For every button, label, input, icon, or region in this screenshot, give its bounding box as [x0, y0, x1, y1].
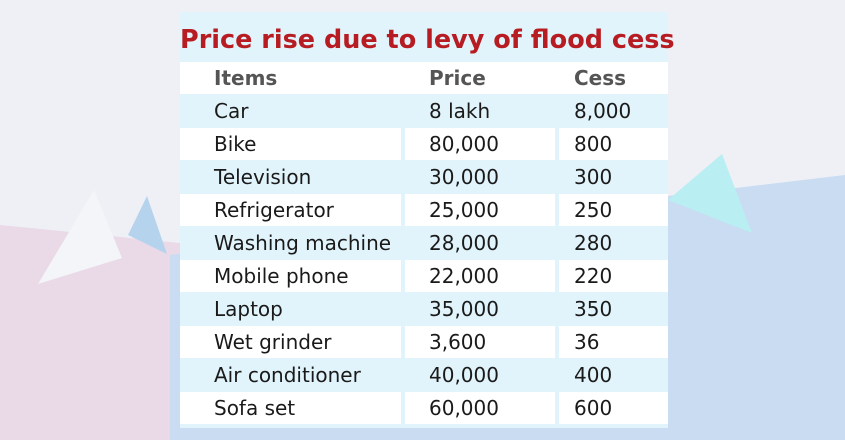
- cess-cell: 250: [574, 198, 613, 222]
- item-cell: Bike: [214, 132, 257, 156]
- price-cell: 28,000: [429, 231, 499, 255]
- white-triangle-decoration: [38, 190, 122, 284]
- item-cell: Laptop: [214, 297, 283, 321]
- column-header-items: Items: [214, 66, 278, 90]
- table-row: Laptop 35,000 350: [180, 293, 668, 325]
- price-cell: 8 lakh: [429, 99, 491, 123]
- table-row: Mobile phone 22,000 220: [180, 260, 668, 292]
- item-cell: Sofa set: [214, 396, 296, 420]
- table-row: Car 8 lakh 8,000: [180, 95, 668, 127]
- table-row: Refrigerator 25,000 250: [180, 194, 668, 226]
- cess-cell: 220: [574, 264, 613, 288]
- price-cell: 35,000: [429, 297, 499, 321]
- column-header-price: Price: [429, 66, 486, 90]
- table-header-row: Items Price Cess: [180, 62, 668, 94]
- cyan-triangle-decoration: [668, 154, 752, 233]
- blue-triangle-decoration: [128, 196, 167, 254]
- item-cell: Refrigerator: [214, 198, 334, 222]
- price-cell: 22,000: [429, 264, 499, 288]
- table-row: Bike 80,000 800: [180, 128, 668, 160]
- price-cell: 25,000: [429, 198, 499, 222]
- price-cell: 60,000: [429, 396, 499, 420]
- item-cell: Car: [214, 99, 249, 123]
- cess-table: Price rise due to levy of flood cess Ite…: [180, 12, 675, 428]
- item-cell: Television: [214, 165, 312, 189]
- cess-cell: 400: [574, 363, 613, 387]
- table-row: Television 30,000 300: [180, 161, 668, 193]
- price-cell: 80,000: [429, 132, 499, 156]
- price-cell: 30,000: [429, 165, 499, 189]
- cess-cell: 8,000: [574, 99, 632, 123]
- table-row: Wet grinder 3,600 36: [180, 326, 668, 358]
- cess-cell: 600: [574, 396, 613, 420]
- item-cell: Air conditioner: [214, 363, 361, 387]
- cess-cell: 800: [574, 132, 613, 156]
- table-row: Sofa set 60,000 600: [180, 392, 668, 424]
- cess-cell: 350: [574, 297, 613, 321]
- price-cell: 40,000: [429, 363, 499, 387]
- column-header-cess: Cess: [574, 66, 627, 90]
- cess-cell: 300: [574, 165, 613, 189]
- item-cell: Washing machine: [214, 231, 392, 255]
- item-cell: Mobile phone: [214, 264, 349, 288]
- price-cell: 3,600: [429, 330, 487, 354]
- cess-cell: 36: [574, 330, 600, 354]
- table-row: Washing machine 28,000 280: [180, 227, 668, 259]
- item-cell: Wet grinder: [214, 330, 332, 354]
- table-row: Air conditioner 40,000 400: [180, 359, 668, 391]
- cess-cell: 280: [574, 231, 613, 255]
- table-title: Price rise due to levy of flood cess: [180, 25, 675, 55]
